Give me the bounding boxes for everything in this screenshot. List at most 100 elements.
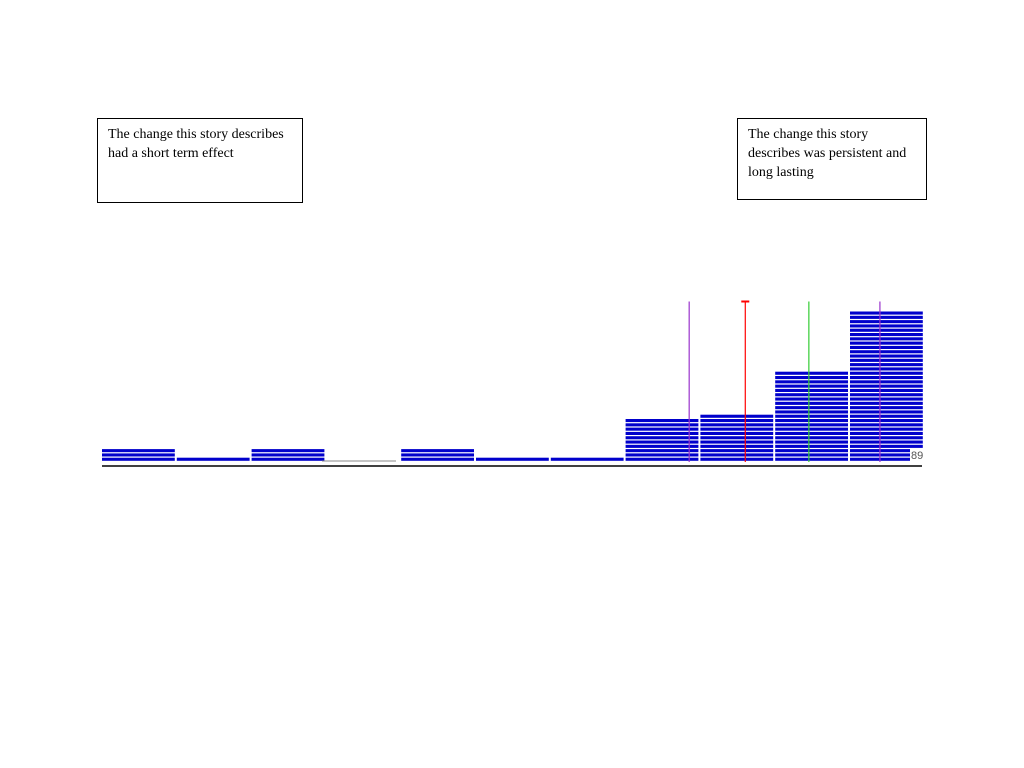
bar-unit (476, 457, 549, 461)
bar-unit (625, 427, 699, 431)
bar-unit (775, 427, 848, 431)
bar-unit (700, 444, 774, 448)
bar-unit (625, 449, 699, 453)
bar-unit (850, 376, 923, 380)
bar-unit (850, 363, 923, 367)
bar-unit (850, 324, 923, 328)
bar-unit (775, 401, 848, 405)
bar (102, 449, 175, 461)
bar-unit (850, 406, 923, 410)
bars-group (102, 311, 923, 461)
bar-unit (775, 419, 848, 423)
bar-unit (700, 440, 774, 444)
bar-unit (251, 449, 325, 453)
bar-unit (700, 423, 774, 427)
bar-unit (850, 311, 923, 315)
bar-unit (850, 367, 923, 371)
bar-unit (775, 397, 848, 401)
bar-unit (700, 453, 774, 457)
bar-unit (850, 350, 923, 354)
bar-unit (850, 397, 923, 401)
bar (850, 311, 923, 461)
bar-unit (775, 431, 848, 435)
bar-unit (401, 453, 474, 457)
bar-unit (625, 436, 699, 440)
bar-unit (700, 427, 774, 431)
bar-unit (700, 436, 774, 440)
bar-unit (850, 341, 923, 345)
bar-unit (850, 449, 923, 453)
bar-unit (625, 440, 699, 444)
bar-unit (550, 457, 624, 461)
bar (550, 457, 624, 461)
bar-unit (850, 328, 923, 332)
count-label-bg (910, 448, 924, 461)
bar (176, 457, 250, 461)
bar-unit (775, 457, 848, 461)
bar-unit (850, 345, 923, 349)
bar-unit (102, 453, 175, 457)
bar-unit (401, 449, 474, 453)
bar-unit (775, 380, 848, 384)
count-label: 89 (911, 450, 923, 462)
bar-unit (850, 320, 923, 324)
bar (700, 414, 774, 461)
bar-unit (700, 431, 774, 435)
bar-unit (775, 388, 848, 392)
bar-unit (775, 406, 848, 410)
bar-unit (700, 419, 774, 423)
bar-unit (850, 427, 923, 431)
long-lasting-label-box: The change this story describes was pers… (737, 118, 927, 200)
bar-unit (850, 393, 923, 397)
long-lasting-label-text: The change this story describes was pers… (748, 127, 907, 180)
bar-unit (625, 431, 699, 435)
bar-unit (850, 436, 923, 440)
bar-unit (850, 371, 923, 375)
bar (401, 449, 474, 461)
bar-unit (850, 423, 923, 427)
bar-unit (102, 449, 175, 453)
bar-unit (850, 358, 923, 362)
bar-unit (102, 457, 175, 461)
bar-unit (700, 449, 774, 453)
bar-unit (625, 457, 699, 461)
bar-unit (401, 457, 474, 461)
bar-unit (700, 457, 774, 461)
short-term-label-box: The change this story describes had a sh… (97, 118, 303, 203)
bar-unit (850, 440, 923, 444)
bar-unit (775, 410, 848, 414)
bar-unit (775, 453, 848, 457)
bar-unit (850, 431, 923, 435)
bar (251, 449, 325, 461)
bar-unit (251, 453, 325, 457)
bar-unit (850, 444, 923, 448)
bar-unit (850, 315, 923, 319)
bar-unit (775, 449, 848, 453)
bar-unit (850, 457, 923, 461)
bar-unit (625, 444, 699, 448)
bar-unit (775, 393, 848, 397)
bar (775, 371, 848, 461)
bar-unit (850, 401, 923, 405)
bar-unit (850, 384, 923, 388)
bar-unit (625, 419, 699, 423)
bar-unit (775, 436, 848, 440)
bar-unit (850, 414, 923, 418)
bar-unit (850, 388, 923, 392)
bar (625, 419, 699, 461)
bar-unit (775, 384, 848, 388)
bar-unit (850, 453, 923, 457)
bar (476, 457, 549, 461)
short-term-label-text: The change this story describes had a sh… (108, 127, 284, 161)
bar-unit (850, 410, 923, 414)
bar-unit (775, 444, 848, 448)
bar-unit (850, 337, 923, 341)
bar-unit (775, 371, 848, 375)
bar-unit (176, 457, 250, 461)
bar-unit (775, 423, 848, 427)
bar-unit (625, 423, 699, 427)
bar-unit (775, 440, 848, 444)
bar-unit (850, 354, 923, 358)
bar-unit (850, 419, 923, 423)
